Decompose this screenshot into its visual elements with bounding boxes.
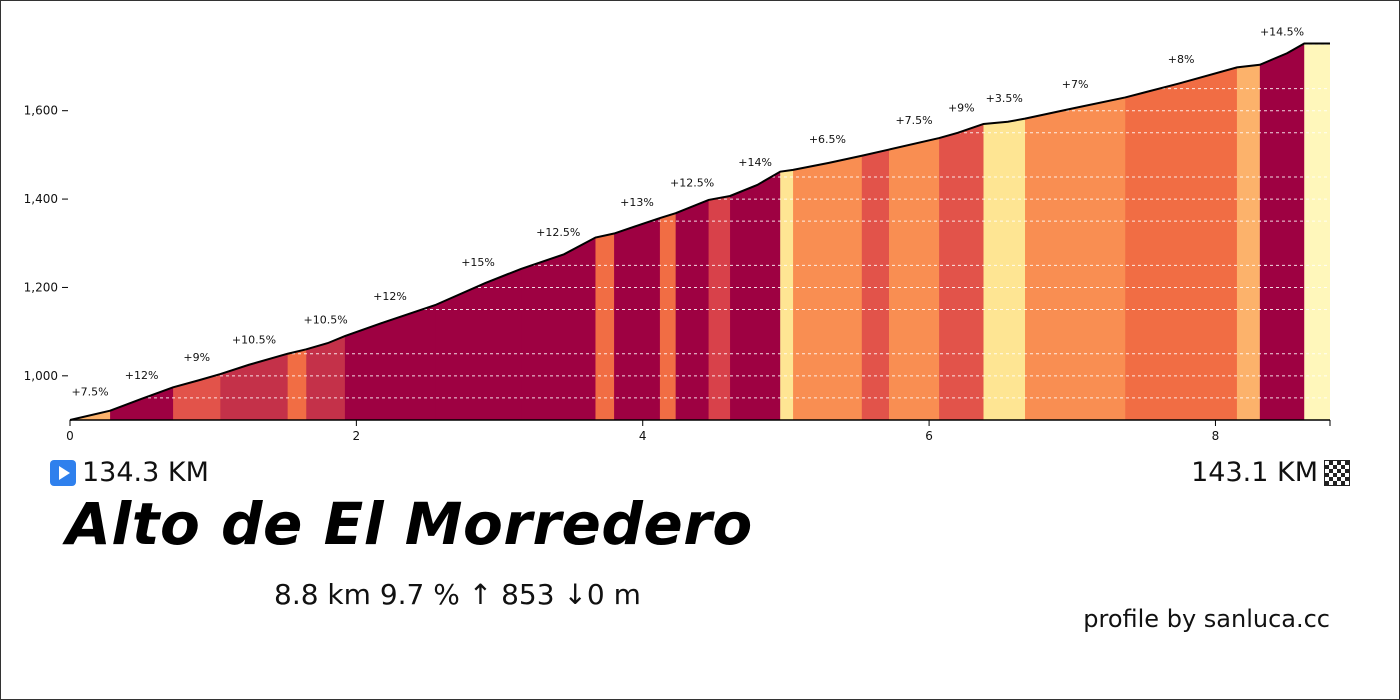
profile-credit: profile by sanluca.cc <box>1083 605 1330 633</box>
start-km: 134.3 KM <box>82 457 209 488</box>
gradient-segment <box>344 43 436 420</box>
grade-label: +12.5% <box>670 177 714 190</box>
x-tick-label: 0 <box>66 429 74 443</box>
gradient-segment <box>1236 43 1261 420</box>
y-tick-label: 1,000 <box>24 369 58 383</box>
grade-label: +15% <box>461 256 495 269</box>
grade-label: +13% <box>620 196 654 209</box>
gradient-segment <box>287 43 307 420</box>
grade-label: +6.5% <box>809 133 846 146</box>
grade-label: +7.5% <box>895 114 932 127</box>
climb-stats: 8.8 km 9.7 % ↑ 853 ↓0 m <box>274 578 641 611</box>
gradient-segment <box>435 43 522 420</box>
grade-label: +10.5% <box>232 333 276 346</box>
y-tick-label: 1,600 <box>24 104 58 118</box>
gradient-segment <box>110 43 174 420</box>
grade-label: +7.5% <box>71 385 108 398</box>
grade-label: +9% <box>183 351 210 364</box>
end-km: 143.1 KM <box>1191 457 1318 488</box>
elevation-line <box>69 42 1330 421</box>
gradient-segment <box>983 43 1026 420</box>
y-tick-label: 1,200 <box>24 280 58 294</box>
grade-label: +10.5% <box>303 314 347 327</box>
gradient-segment <box>521 43 596 420</box>
grade-label: +14.5% <box>1260 25 1304 38</box>
gradient-segment <box>1125 43 1238 420</box>
x-tick-label: 4 <box>639 429 647 443</box>
gradient-segment <box>1259 43 1305 420</box>
checkered-flag-icon <box>1324 459 1350 486</box>
grade-label: +12% <box>125 369 159 382</box>
gradient-segment <box>675 43 710 420</box>
gradient-segment <box>220 43 289 420</box>
grade-label: +14% <box>738 156 772 169</box>
gradient-segment <box>780 43 794 420</box>
grade-label: +3.5% <box>986 92 1023 105</box>
climb-title: Alto de El Morredero <box>66 490 753 558</box>
gradient-segment <box>793 43 863 420</box>
grade-label: +9% <box>948 102 975 115</box>
gradient-segment <box>861 43 890 420</box>
elevation-profile-chart: 0 2 4 6 8 1,000 1,200 1,400 1,600 +7.5% +12% +9% +10… <box>24 25 1331 443</box>
y-tick-label: 1,400 <box>24 192 58 206</box>
gradient-segment <box>939 43 984 420</box>
gradient-segment <box>730 43 781 420</box>
gradient-segment <box>659 43 677 420</box>
gradient-segment <box>708 43 731 420</box>
grade-label: +7% <box>1062 78 1089 91</box>
x-tick-label: 8 <box>1212 429 1220 443</box>
gradient-segment <box>306 43 346 420</box>
grade-label: +12.5% <box>536 226 580 239</box>
x-tick-label: 2 <box>353 429 361 443</box>
grade-label: +12% <box>373 290 407 303</box>
gradient-segment <box>1304 43 1330 420</box>
start-marker: 134.3 KM <box>50 457 209 488</box>
play-icon <box>50 459 76 486</box>
finish-marker: 143.1 KM <box>1191 457 1350 488</box>
x-tick-label: 6 <box>925 429 933 443</box>
grade-label: +8% <box>1168 53 1195 66</box>
gradient-segment <box>595 43 615 420</box>
gradient-segment <box>889 43 940 420</box>
gradient-segment <box>70 43 111 420</box>
